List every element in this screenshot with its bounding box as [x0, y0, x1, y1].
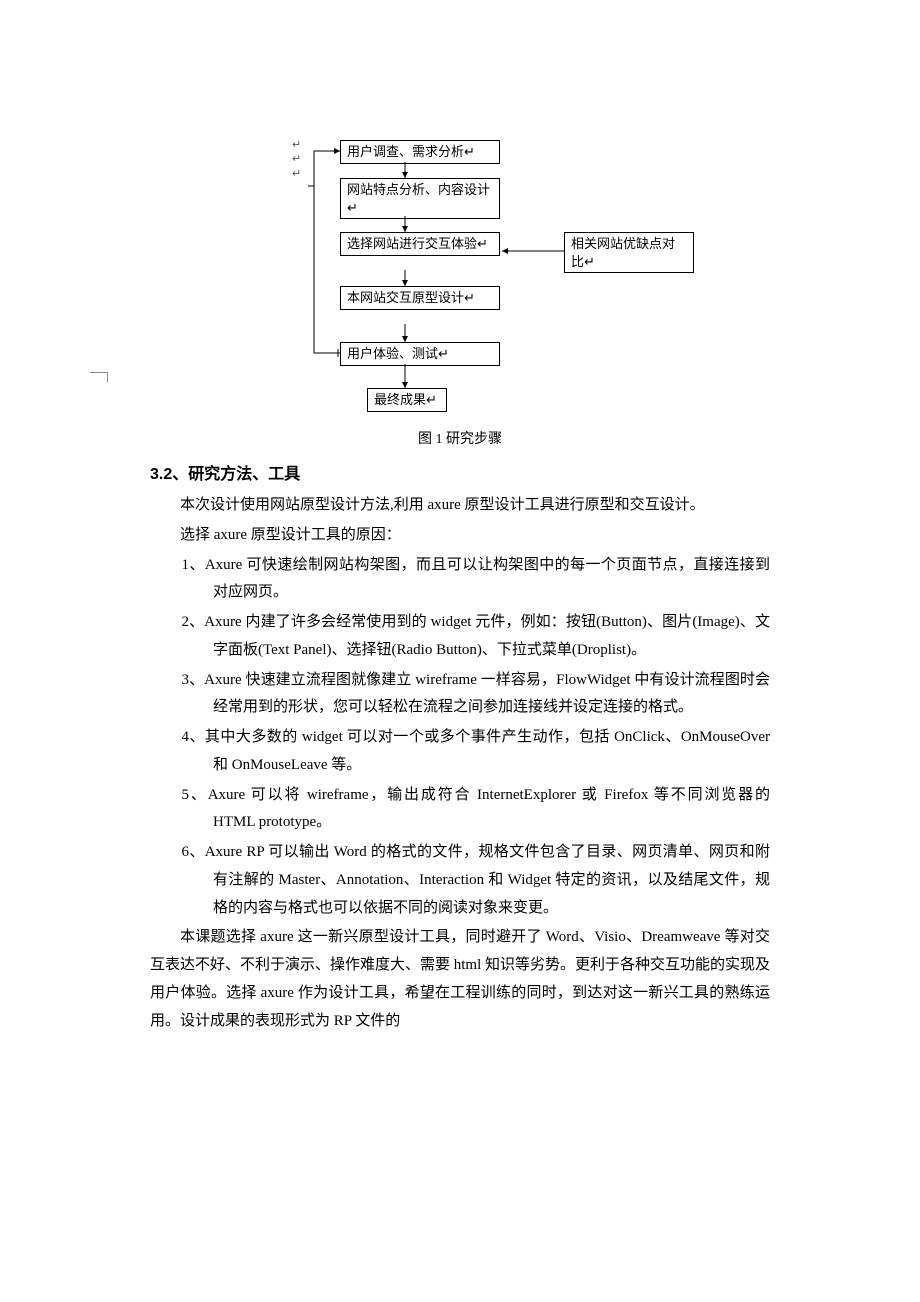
flow-node-label: 最终成果	[374, 392, 426, 407]
intro-paragraph-2: 选择 axure 原型设计工具的原因：	[150, 522, 770, 550]
marker: ↵	[464, 144, 475, 159]
list-item-3: 3、Axure 快速建立流程图就像建立 wireframe 一样容易，FlowW…	[150, 667, 770, 723]
list-item-1: 1、Axure 可快速绘制网站构架图，而且可以让构架图中的每一个页面节点，直接连…	[150, 552, 770, 608]
outro-paragraph: 本课题选择 axure 这一新兴原型设计工具，同时避开了 Word、Visio、…	[150, 924, 770, 1035]
figure-caption: 图 1 研究步骤	[150, 428, 770, 448]
section-heading: 3.2、研究方法、工具	[150, 460, 770, 484]
intro-paragraph-1: 本次设计使用网站原型设计方法,利用 axure 原型设计工具进行原型和交互设计。	[150, 492, 770, 520]
side-mark-text: ↵	[292, 152, 301, 166]
page-corner-mark	[90, 372, 108, 382]
flow-node-4: 本网站交互原型设计↵	[340, 286, 500, 310]
flow-node-6: 最终成果↵	[367, 388, 447, 412]
marker: ↵	[464, 290, 475, 305]
list-item-6: 6、Axure RP 可以输出 Word 的格式的文件，规格文件包含了目录、网页…	[150, 839, 770, 922]
list-item-2: 2、Axure 内建了许多会经常使用到的 widget 元件，例如：按钮(But…	[150, 609, 770, 665]
document-page: ↵ ↵ ↵ 用户调查、需求分析↵ 网站特点分析、内容设计↵ 选择网站进行交互体验…	[0, 0, 920, 1302]
marker: ↵	[438, 346, 449, 361]
flow-node-label: 用户体验、测试	[347, 346, 438, 361]
list-item-4: 4、其中大多数的 widget 可以对一个或多个事件产生动作，包括 OnClic…	[150, 724, 770, 780]
marker: ↵	[584, 254, 595, 269]
marker: ↵	[347, 200, 358, 215]
flow-node-3: 选择网站进行交互体验↵	[340, 232, 500, 256]
flow-node-label: 网站特点分析、内容设计	[347, 182, 490, 197]
flow-node-1: 用户调查、需求分析↵	[340, 140, 500, 164]
flow-node-label: 选择网站进行交互体验	[347, 236, 477, 251]
flow-node-2: 网站特点分析、内容设计 ↵	[340, 178, 500, 219]
marker: ↵	[426, 392, 437, 407]
flow-node-7: 相关网站优缺点对比↵	[564, 232, 694, 273]
list-item-5: 5、Axure 可以将 wireframe，输出成符合 InternetExpl…	[150, 782, 770, 838]
side-marks: ↵ ↵ ↵	[292, 138, 301, 181]
flow-node-label: 用户调查、需求分析	[347, 144, 464, 159]
side-mark-text: ↵	[292, 138, 301, 152]
flowchart: ↵ ↵ ↵ 用户调查、需求分析↵ 网站特点分析、内容设计↵ 选择网站进行交互体验…	[220, 120, 700, 420]
marker: ↵	[477, 236, 488, 251]
side-mark-text: ↵	[292, 167, 301, 181]
flow-node-label: 本网站交互原型设计	[347, 290, 464, 305]
flow-node-5: 用户体验、测试↵	[340, 342, 500, 366]
